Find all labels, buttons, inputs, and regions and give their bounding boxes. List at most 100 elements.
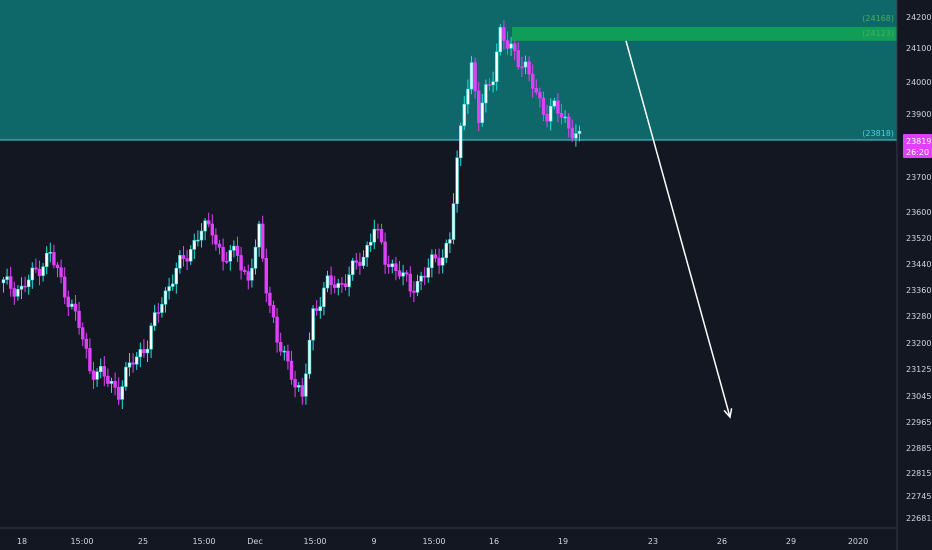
candle xyxy=(570,119,575,142)
candle xyxy=(181,246,186,267)
y-tick-label: 23900 xyxy=(906,110,931,119)
candle xyxy=(246,264,250,290)
candle xyxy=(95,368,99,387)
candle xyxy=(73,294,78,321)
candle xyxy=(311,305,315,351)
candle xyxy=(41,262,45,282)
candle xyxy=(433,248,438,263)
candle xyxy=(167,277,171,300)
candle xyxy=(62,267,67,305)
candle xyxy=(368,233,373,252)
candle xyxy=(207,212,211,228)
candle xyxy=(12,281,16,305)
candle xyxy=(379,223,384,245)
candles-group xyxy=(1,20,582,410)
candle xyxy=(48,242,53,263)
candle xyxy=(19,277,24,300)
candle xyxy=(37,260,42,286)
candle xyxy=(556,93,560,123)
candle xyxy=(84,332,89,359)
y-tick-label: 23360 xyxy=(906,286,931,295)
candle xyxy=(390,259,394,274)
candle xyxy=(476,81,481,132)
y-tick-label: 23200 xyxy=(906,339,931,348)
candle xyxy=(9,266,13,297)
candle xyxy=(552,97,557,110)
x-tick-label: 19 xyxy=(558,537,568,546)
candle xyxy=(145,340,150,362)
candle xyxy=(386,255,391,274)
candle xyxy=(566,113,571,138)
candle xyxy=(376,223,380,239)
x-tick-label: 25 xyxy=(138,537,148,546)
x-tick-label: 2020 xyxy=(848,537,868,546)
candle xyxy=(527,56,531,82)
candle xyxy=(189,245,193,265)
candle xyxy=(185,249,189,271)
candle xyxy=(415,274,420,297)
upper-range-zone xyxy=(0,0,897,140)
candle xyxy=(203,218,207,241)
candle xyxy=(314,300,319,316)
candle xyxy=(99,358,103,379)
candle xyxy=(271,300,276,323)
candle xyxy=(286,344,290,370)
candle xyxy=(228,245,232,271)
candle xyxy=(59,259,63,284)
candle xyxy=(340,276,344,293)
candle xyxy=(77,301,81,335)
candle xyxy=(440,249,445,274)
candle xyxy=(559,103,564,125)
candle xyxy=(304,363,308,405)
candle xyxy=(498,24,502,56)
candle xyxy=(383,232,387,274)
candle xyxy=(329,266,333,295)
y-tick-label: 22965 xyxy=(906,418,931,427)
candle xyxy=(408,266,412,298)
candle xyxy=(55,261,60,278)
candle xyxy=(264,248,268,303)
candle xyxy=(358,252,362,275)
candle xyxy=(487,78,492,91)
y-tick-label: 23280 xyxy=(906,312,931,321)
candle xyxy=(196,230,200,247)
candle xyxy=(372,219,376,250)
candle xyxy=(30,262,34,289)
candle xyxy=(221,238,225,271)
price-badge: 23819 26:20 xyxy=(903,134,932,158)
candle xyxy=(257,220,261,257)
candle xyxy=(458,122,463,167)
level-label: (24123) xyxy=(862,29,894,38)
candle xyxy=(350,257,355,281)
candle xyxy=(448,232,452,253)
candle xyxy=(462,96,466,131)
candle xyxy=(44,246,49,275)
candle xyxy=(538,87,542,108)
supply-zone xyxy=(512,26,897,41)
candle xyxy=(293,370,297,398)
candle xyxy=(545,104,549,128)
candle xyxy=(275,307,279,353)
candle xyxy=(577,125,582,142)
candle xyxy=(210,214,214,245)
y-tick-label: 23045 xyxy=(906,392,931,401)
y-tick-label: 22745 xyxy=(906,492,931,501)
candle xyxy=(289,350,294,385)
candle xyxy=(523,55,528,75)
candle xyxy=(354,253,358,270)
candle xyxy=(469,55,474,95)
candle xyxy=(444,239,448,263)
candle xyxy=(520,56,524,77)
candle xyxy=(135,351,139,370)
x-tick-label: 18 xyxy=(17,537,27,546)
level-label: (24168) xyxy=(862,14,894,23)
y-tick-label: 23520 xyxy=(906,234,931,243)
candle xyxy=(426,258,430,283)
y-tick-label: 23440 xyxy=(906,260,931,269)
candle xyxy=(347,266,351,297)
candle xyxy=(343,274,348,291)
x-tick-label: 26 xyxy=(717,537,727,546)
current-price: 23819 xyxy=(906,137,931,146)
candle xyxy=(91,361,96,390)
candle xyxy=(117,377,121,406)
